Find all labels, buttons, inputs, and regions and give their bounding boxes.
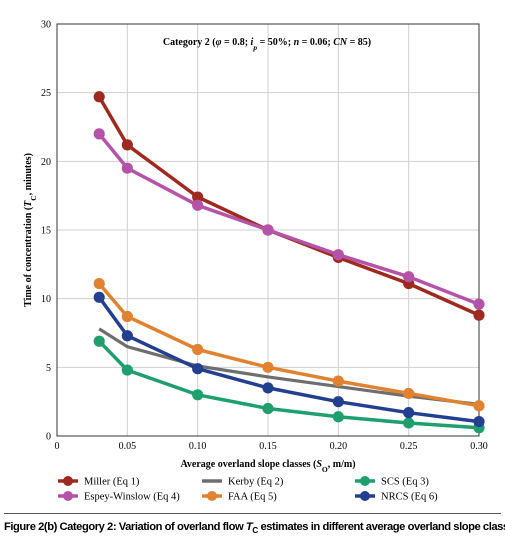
caption-divider [4,513,501,514]
legend-swatch-marker [360,476,370,486]
data-point [403,271,415,283]
y-tick-label: 0 [46,432,51,443]
legend-label: Miller (Eq 1) [84,477,140,488]
legend-entry: SCS (Eq 3) [355,476,429,488]
data-point [192,199,204,211]
legend-entry: Kerby (Eq 2) [202,477,284,488]
figure-caption: Figure 2(b) Category 2: Variation of ove… [4,521,505,536]
data-point [473,415,485,428]
x-tick-label: 0.15 [259,441,277,452]
data-point [93,277,105,290]
data-point [262,382,274,394]
y-tick-label: 5 [46,363,51,374]
x-tick-label: 0.05 [119,441,137,452]
data-point [403,387,415,400]
data-point [332,396,344,408]
legend-entry: NRCS (Eq 6) [355,491,438,503]
series-layer [93,91,485,434]
tick-labels: 0 5 10 15 20 25 30 0 0.05 0.10 0.15 0.20 0.25 0.30 [41,20,488,453]
data-point [192,363,204,375]
legend-label: Espey-Winslow (Eq 4) [84,492,180,503]
data-point [121,364,133,376]
series-line [97,132,480,306]
x-tick-label: 0.20 [330,441,348,452]
chart-annotation: Category 2 (φ = 0.8; ip = 50%; n = 0.06;… [163,37,371,52]
series-miller-eq-1 [93,91,485,321]
data-point [403,407,415,419]
y-axis-label: Time of concentration (TC, minutes) [23,153,38,307]
y-tick-label: 20 [41,157,51,168]
data-point [473,298,485,310]
x-tick-label: 0 [55,441,60,452]
series-scs-eq-3 [93,335,485,434]
data-point [262,402,274,415]
legend-entry: Miller (Eq 1) [58,476,140,488]
legend-swatch-marker [63,491,73,501]
data-point [192,389,204,401]
legend-label: Kerby (Eq 2) [228,477,284,488]
data-point [121,162,133,174]
data-point [121,330,133,342]
data-point [332,249,344,261]
x-tick-label: 0.30 [470,441,488,452]
data-point [332,411,344,423]
legend-swatch-marker [207,491,217,501]
series-line [97,296,480,424]
legend-swatch-marker [63,476,73,486]
data-point [192,191,204,203]
data-point [403,417,415,429]
y-tick-label: 25 [41,88,51,99]
x-tick-label: 0.10 [189,441,207,452]
data-point [332,375,344,387]
series-faa-eq-5 [93,277,485,412]
y-tick-label: 30 [41,20,51,31]
y-tick-label: 15 [41,226,51,237]
series-espey-winslow-eq-4 [93,128,485,310]
data-point [192,343,204,356]
data-point [121,139,133,151]
data-point [473,400,485,412]
data-point [121,310,133,323]
legend: Miller (Eq 1) Kerby (Eq 2) SCS (Eq 3) Espey… [58,476,438,503]
legend-entry: FAA (Eq 5) [202,491,277,503]
y-tick-label: 10 [41,294,51,305]
series-nrcs-eq-6 [93,291,485,428]
legend-entry: Espey-Winslow (Eq 4) [58,491,180,503]
series-line [97,282,480,408]
legend-label: SCS (Eq 3) [381,477,429,488]
data-point [93,128,105,140]
x-axis-label: Average overland slope classes (SO, m/m) [180,459,355,474]
x-tick-label: 0.25 [400,441,418,452]
data-point [93,91,105,103]
data-point [262,361,274,373]
data-point [262,224,274,236]
legend-label: FAA (Eq 5) [228,492,277,503]
data-point [93,335,105,347]
data-point [93,291,105,303]
legend-label: NRCS (Eq 6) [381,492,438,503]
legend-swatch-marker [360,491,370,501]
data-point [473,309,485,321]
plot-frame [56,23,480,437]
